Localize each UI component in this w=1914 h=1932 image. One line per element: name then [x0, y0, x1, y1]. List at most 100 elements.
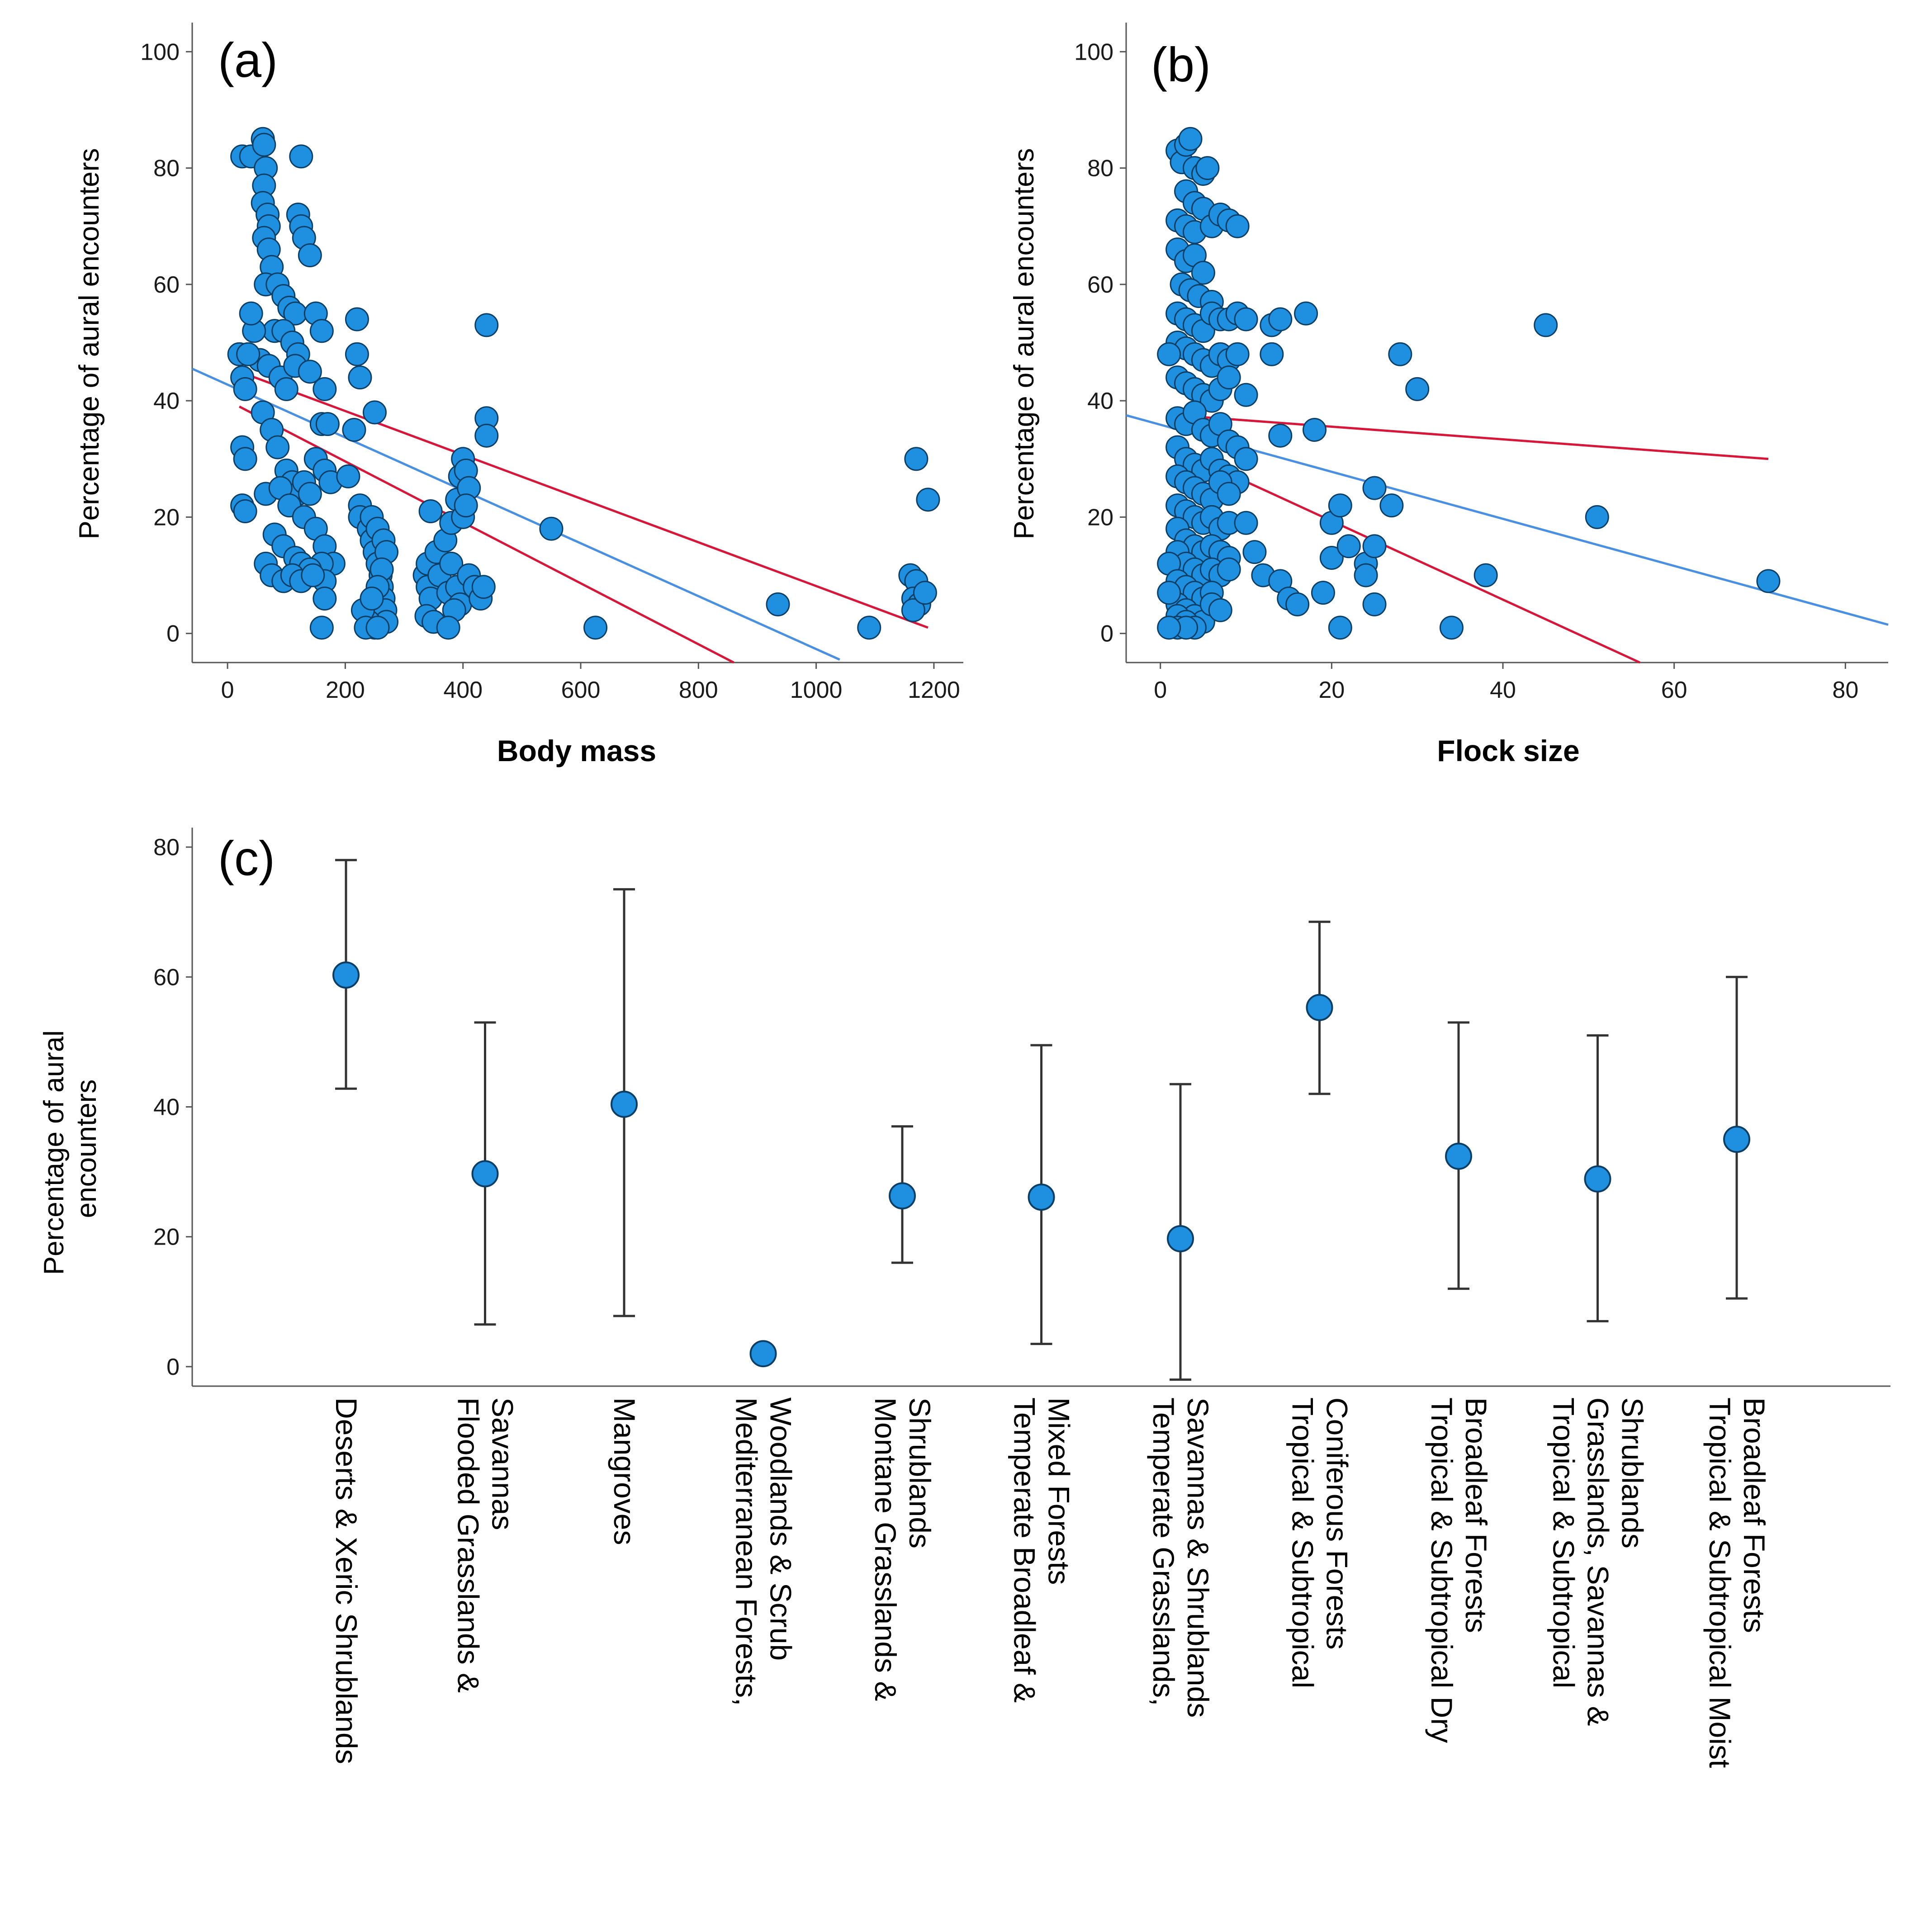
y-tick-label: 0	[1100, 621, 1113, 647]
panel-c-y-title-line-2: encounters	[71, 1080, 102, 1218]
data-point	[1311, 581, 1335, 605]
data-point	[336, 464, 360, 488]
data-point	[233, 499, 257, 524]
category-label: Montane Grasslands &Shrublands	[869, 1397, 937, 1701]
data-point	[342, 417, 366, 442]
data-point	[348, 365, 372, 390]
data-point	[1157, 616, 1181, 640]
y-tick-label: 40	[1087, 388, 1113, 414]
data-point	[345, 307, 369, 331]
data-point	[313, 587, 337, 611]
mean-point	[1723, 1126, 1750, 1153]
category-label-line: Mediterranean Forests,	[730, 1397, 763, 1706]
data-point	[233, 447, 257, 471]
category-label-line: Montane Grasslands &	[869, 1397, 902, 1701]
data-point	[1234, 447, 1258, 471]
category-label-line: Coniferous Forests	[1321, 1397, 1354, 1650]
data-point	[418, 499, 443, 524]
y-tick-label: 80	[1087, 156, 1113, 182]
category-label: Mediterranean Forests,Woodlands & Scrub	[730, 1397, 798, 1706]
panel-c-y-title: Percentage of aural encounters	[38, 1023, 102, 1275]
data-point	[539, 516, 564, 541]
y-tick-label: 100	[1074, 39, 1113, 65]
x-tick-label: 1200	[908, 677, 960, 703]
x-tick-label: 20	[1318, 677, 1345, 703]
data-point	[1234, 511, 1258, 535]
category-label-line: Deserts & Xeric Shrublands	[330, 1397, 363, 1764]
data-point	[913, 581, 937, 605]
data-point	[274, 377, 298, 401]
data-point	[1328, 616, 1352, 640]
category-label: Tropical & SubtropicalConiferous Forests	[1286, 1397, 1354, 1688]
data-point	[309, 319, 334, 343]
y-tick-label: 20	[153, 504, 180, 530]
data-point	[298, 482, 322, 506]
mean-point	[1445, 1142, 1472, 1170]
data-point	[471, 575, 496, 599]
ci-upper-line	[239, 370, 929, 629]
y-tick-label: 20	[1087, 504, 1113, 530]
mean-point	[611, 1090, 638, 1118]
panel-b-scatter: 0 20 40 60 80 0 20 40 60 80 100 (b) Flock size Pe…	[1009, 23, 1889, 767]
category-label-line: Broadleaf Forests	[1459, 1397, 1493, 1633]
x-tick-label: 40	[1490, 677, 1516, 703]
category-label-line: Flooded Grasslands &	[452, 1397, 485, 1693]
data-point	[1268, 423, 1293, 448]
data-point	[298, 243, 322, 268]
data-point	[1362, 476, 1387, 500]
data-point	[1585, 505, 1609, 529]
category-label: Flooded Grasslands &Savannas	[452, 1397, 520, 1693]
x-tick-label: 400	[443, 677, 483, 703]
data-point	[345, 342, 369, 366]
data-point	[1195, 156, 1220, 180]
category-label: Temperate Broadleaf &Mixed Forests	[1008, 1397, 1076, 1703]
y-tick-label: 80	[153, 156, 180, 182]
data-point	[265, 435, 290, 459]
data-point	[289, 144, 313, 169]
panel-c-y-title-line-1: Percentage of aural	[38, 1030, 70, 1275]
data-point	[1303, 417, 1327, 442]
data-point	[1208, 598, 1232, 622]
panel-b-label: (b)	[1151, 37, 1211, 92]
ci-lower-line	[1177, 449, 1640, 664]
category-label-line: Grasslands, Savannas &	[1582, 1397, 1615, 1726]
category-label: Deserts & Xeric Shrublands	[330, 1397, 363, 1764]
mean-point	[889, 1182, 916, 1210]
data-point	[583, 616, 608, 640]
y-tick-label: 80	[153, 834, 180, 861]
panel-c-y-ticks: 0 20 40 60 80	[153, 834, 192, 1380]
data-point	[1268, 307, 1293, 331]
category-label-line: Mixed Forests	[1042, 1397, 1076, 1585]
mean-point	[1028, 1184, 1055, 1211]
data-point	[474, 313, 499, 337]
mean-point	[471, 1160, 499, 1188]
mean-point	[1306, 994, 1333, 1021]
x-tick-label: 60	[1661, 677, 1687, 703]
category-label-line: Temperate Grasslands,	[1147, 1397, 1180, 1706]
x-tick-label: 0	[1154, 677, 1167, 703]
data-point	[298, 360, 322, 384]
data-point	[1217, 482, 1241, 506]
data-point	[233, 377, 257, 401]
y-tick-label: 20	[153, 1224, 180, 1250]
x-tick-label: 800	[679, 677, 718, 703]
category-label: Tropical & SubtropicalGrasslands, Savann…	[1547, 1397, 1649, 1726]
data-point	[1285, 592, 1310, 616]
category-label-line: Tropical & Subtropical Moist	[1703, 1397, 1737, 1768]
x-tick-label: 80	[1832, 677, 1858, 703]
panel-c-label: (c)	[218, 831, 275, 886]
y-tick-label: 60	[153, 272, 180, 298]
mean-point	[332, 961, 360, 989]
data-point	[1534, 313, 1558, 337]
category-label-line: Tropical & Subtropical	[1547, 1397, 1581, 1688]
data-point	[1473, 563, 1498, 587]
panel-a-y-ticks: 0 20 40 60 80 100	[140, 39, 192, 647]
data-point	[1157, 342, 1181, 366]
y-tick-label: 100	[140, 39, 180, 65]
panel-a-label: (a)	[218, 33, 278, 87]
data-point	[916, 488, 940, 512]
data-point	[1225, 214, 1250, 238]
data-point	[1319, 545, 1344, 570]
data-point	[474, 423, 499, 448]
x-tick-label: 1000	[790, 677, 843, 703]
